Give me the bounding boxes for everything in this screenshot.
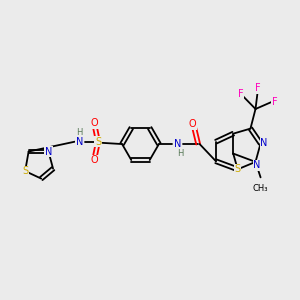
Text: S: S xyxy=(95,137,101,147)
Text: F: F xyxy=(272,97,278,107)
Text: O: O xyxy=(189,119,196,129)
Text: H: H xyxy=(177,149,184,158)
Text: N: N xyxy=(76,137,83,147)
Text: O: O xyxy=(91,118,98,128)
Text: F: F xyxy=(238,88,243,98)
Text: N: N xyxy=(260,139,268,148)
Text: S: S xyxy=(22,166,28,176)
Text: CH₃: CH₃ xyxy=(253,184,268,193)
Text: N: N xyxy=(174,139,181,149)
Text: S: S xyxy=(235,164,241,174)
Text: H: H xyxy=(76,128,83,137)
Text: N: N xyxy=(253,160,261,170)
Text: N: N xyxy=(45,146,52,157)
Text: O: O xyxy=(91,155,98,165)
Text: F: F xyxy=(255,83,260,94)
